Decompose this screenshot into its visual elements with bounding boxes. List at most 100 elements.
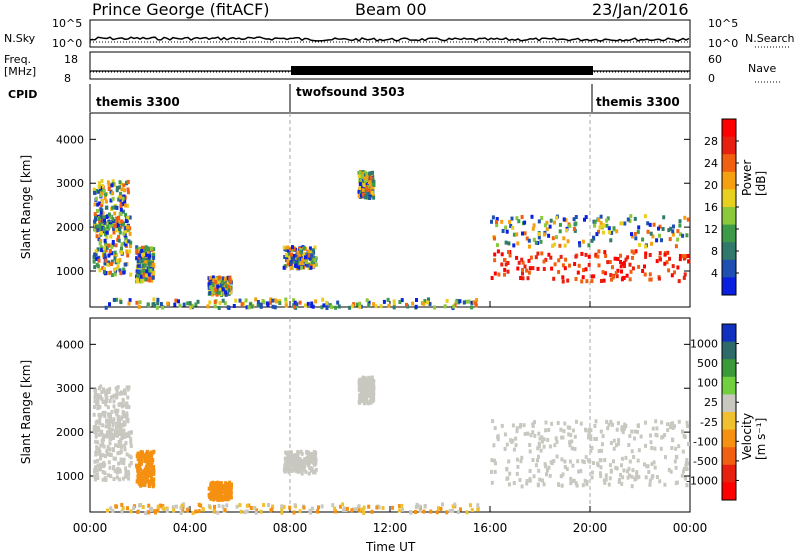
echo-1-7-120 (544, 428, 548, 433)
echo-0-6-59 (625, 273, 629, 278)
echo-0-1-70 (118, 180, 122, 185)
echo-1-6-53 (560, 483, 564, 488)
echo-0-0-76 (99, 239, 103, 243)
echo-1-2-56 (142, 473, 146, 478)
echo-0-7-15 (686, 217, 690, 222)
echo-1-8-101 (239, 509, 243, 514)
echo-0-7-43 (672, 224, 675, 229)
echo-1-1-114 (120, 401, 124, 406)
echo-0-6-138 (616, 257, 620, 261)
echo-0-7-44 (657, 226, 660, 231)
echo-1-1-62 (125, 385, 129, 390)
echo-1-6-143 (574, 481, 578, 486)
echo-1-0-90 (99, 453, 103, 458)
echo-1-6-116 (684, 476, 687, 481)
echo-1-0-111 (99, 462, 103, 467)
echo-1-7-97 (630, 429, 634, 434)
echo-0-6-52 (564, 257, 568, 262)
echo-0-1-120 (124, 203, 128, 208)
echo-0-7-74 (537, 219, 541, 224)
echo-1-8-47 (441, 502, 444, 507)
colorbar-tick-1-7: -1000 (686, 474, 718, 487)
echo-1-5-135 (362, 396, 366, 400)
echo-0-8-142 (166, 301, 170, 306)
echo-1-6-78 (532, 474, 536, 479)
echo-1-8-57 (136, 510, 140, 514)
echo-0-1-149 (97, 184, 101, 189)
echo-0-6-127 (517, 260, 521, 265)
echo-0-3-155 (208, 275, 212, 280)
echo-0-8-86 (298, 300, 302, 305)
echo-0-5-122 (357, 174, 361, 178)
echo-0-2-73 (148, 278, 152, 283)
echo-1-7-53 (600, 448, 603, 453)
echo-1-7-16 (612, 438, 616, 443)
cpid-segment-2: twofsound 3503 (296, 85, 405, 99)
echo-0-0-48 (124, 236, 128, 240)
echo-0-8-141 (387, 303, 391, 308)
echo-0-5-137 (358, 182, 362, 186)
echo-0-7-16 (607, 226, 611, 231)
echo-0-6-131 (550, 266, 554, 271)
echo-0-6-158 (527, 270, 531, 275)
echo-0-7-54 (641, 237, 645, 242)
nsearch-tick-bottom: 10^0 (708, 37, 739, 50)
echo-1-8-31 (181, 508, 185, 513)
echo-1-7-5 (636, 429, 639, 434)
echo-1-8-138 (197, 509, 201, 514)
echo-0-3-83 (217, 279, 221, 284)
echo-0-6-55 (659, 257, 662, 262)
echo-0-3-88 (208, 291, 212, 295)
echo-0-8-113 (186, 301, 190, 306)
echo-0-6-106 (606, 260, 610, 265)
echo-0-8-133 (250, 304, 254, 309)
echo-0-0-105 (128, 226, 132, 231)
nsky-tick-bottom: 10^0 (52, 37, 83, 50)
echo-1-0-34 (122, 457, 126, 462)
echo-1-1-24 (95, 428, 99, 433)
cpid-segment-1: themis 3300 (96, 95, 180, 109)
echo-0-7-135 (648, 222, 652, 227)
echo-1-1-97 (105, 396, 109, 400)
echo-1-7-63 (593, 424, 597, 428)
echo-1-1-148 (123, 422, 127, 427)
echo-1-1-139 (108, 399, 112, 404)
echo-0-6-79 (677, 279, 681, 284)
echo-0-2-50 (135, 274, 139, 279)
echo-1-2-158 (149, 463, 153, 468)
echo-1-6-121 (490, 458, 494, 463)
echo-1-0-154 (116, 444, 120, 449)
echo-0-4-136 (282, 245, 286, 250)
colorbar-tick-0-2: 12 (704, 223, 718, 236)
echo-0-6-9 (561, 263, 565, 268)
echo-0-7-121 (532, 223, 536, 228)
echo-1-1-20 (125, 415, 129, 420)
echo-1-7-59 (587, 433, 591, 438)
echo-1-8-14 (271, 504, 275, 509)
echo-1-7-69 (568, 443, 572, 448)
echo-1-1-125 (106, 388, 110, 393)
echo-1-0-63 (127, 472, 131, 477)
echo-1-1-136 (110, 427, 114, 432)
echo-0-1-116 (114, 223, 118, 228)
echo-1-6-145 (537, 454, 540, 459)
echo-0-2-157 (135, 249, 139, 254)
echo-0-6-105 (614, 271, 618, 275)
echo-0-7-155 (496, 243, 499, 248)
echo-1-1-109 (115, 388, 119, 393)
echo-0-7-157 (593, 219, 597, 224)
echo-1-7-105 (594, 419, 598, 424)
echo-1-3-114 (227, 490, 231, 495)
echo-1-8-151 (213, 504, 216, 509)
echo-1-2-119 (150, 467, 154, 472)
echo-0-5-90 (364, 183, 368, 188)
echo-0-0-155 (102, 246, 106, 251)
echo-1-1-83 (96, 397, 100, 402)
echo-1-6-95 (644, 475, 648, 480)
echo-1-7-66 (669, 423, 673, 428)
echo-0-6-133 (596, 254, 600, 259)
echo-0-1-20 (93, 227, 97, 232)
echo-0-6-107 (641, 269, 645, 273)
echo-0-1-145 (99, 193, 102, 198)
echo-0-2-147 (151, 275, 155, 280)
